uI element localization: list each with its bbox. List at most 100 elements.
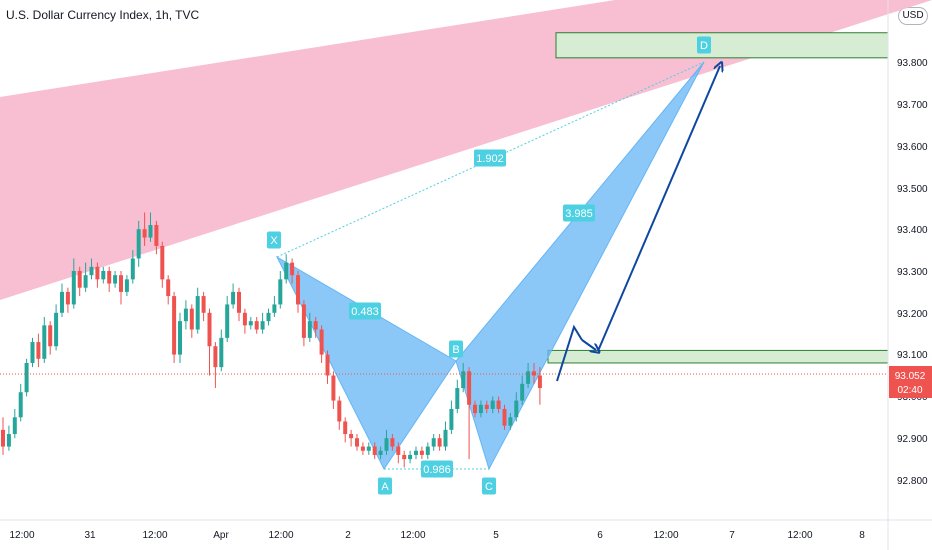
point-label-x-bg (267, 231, 281, 249)
candle-body (12, 417, 17, 435)
candle (496, 396, 501, 414)
candle-body (360, 446, 365, 451)
candle (201, 291, 206, 322)
candle-body (189, 308, 194, 330)
candle-body (425, 446, 430, 455)
candle-body (95, 266, 100, 280)
candle (148, 212, 153, 242)
candle (449, 400, 454, 435)
candle (526, 362, 531, 389)
candle-body (278, 279, 283, 305)
time-tick-label: 6 (597, 530, 603, 541)
candle-body (473, 404, 477, 414)
candle (189, 304, 194, 338)
candle-body (349, 434, 354, 439)
candle (89, 258, 94, 280)
upper-zone (555, 32, 889, 59)
candle-body (30, 342, 35, 363)
candle-body (290, 262, 295, 276)
candle (207, 308, 212, 376)
candle (65, 287, 70, 313)
candle-body (183, 308, 188, 322)
candle-body (71, 271, 76, 305)
candle-body (467, 371, 472, 405)
candle-body (319, 329, 324, 355)
candle (83, 262, 88, 292)
candle (54, 304, 59, 351)
candle-body (242, 312, 247, 326)
candle (290, 258, 295, 284)
time-tick-label: 12:00 (787, 530, 812, 541)
candle (325, 350, 330, 384)
candle-body (160, 245, 165, 280)
candle-body (431, 438, 436, 447)
ratio-label-bg (563, 204, 595, 222)
currency-badge[interactable]: USD (898, 7, 928, 25)
candle-body (307, 321, 312, 338)
candle (313, 316, 318, 338)
ratio-label-text: 1.902 (476, 153, 504, 165)
candle-body (89, 266, 94, 276)
candle (242, 308, 247, 334)
candle (178, 312, 182, 363)
candle (296, 271, 300, 313)
candle (160, 241, 165, 288)
candle (101, 266, 106, 284)
candle (12, 408, 17, 439)
candle (124, 275, 129, 297)
candle (537, 367, 542, 405)
projection-arrow-head-2 (597, 66, 720, 352)
candle-body (237, 291, 241, 313)
candle (502, 404, 507, 430)
candle (219, 329, 224, 372)
candle (107, 266, 112, 292)
candle-body (331, 375, 336, 401)
candle-body (248, 321, 253, 326)
candle-body (272, 304, 277, 313)
candle (272, 296, 277, 317)
point-label-b: B (449, 340, 463, 358)
candle-body (532, 371, 536, 376)
candle (408, 450, 413, 464)
candle (455, 379, 460, 414)
price-tick-label: 92.900 (897, 434, 928, 445)
candle-body (514, 400, 519, 418)
candle-body (366, 446, 371, 451)
candle (307, 312, 312, 343)
candle (514, 392, 519, 422)
point-label-b-text: B (452, 344, 459, 356)
candle (36, 333, 41, 368)
candle-body (231, 291, 236, 305)
candle-body (325, 354, 330, 376)
projection-arrow-head-1 (581, 339, 596, 350)
candle-body (396, 446, 401, 455)
candle (319, 325, 324, 363)
candle-body (390, 438, 395, 447)
candle (378, 446, 383, 460)
candle (136, 220, 141, 267)
time-tick-label: 12:00 (9, 530, 34, 541)
candle (237, 287, 241, 322)
candle-body (54, 312, 59, 347)
candle (331, 371, 336, 409)
candle-body (343, 421, 348, 435)
candle-body (402, 454, 407, 460)
point-label-b-bg (449, 340, 463, 358)
candle-body (113, 275, 118, 284)
candle-body (478, 404, 483, 414)
candle-body (284, 262, 289, 280)
ratio-label-bg (349, 302, 381, 320)
candle-body (455, 388, 460, 409)
price-tick-label: 93.800 (897, 58, 928, 69)
last-price-badge: 93.052 02:40 (889, 366, 932, 398)
candle-body (384, 438, 389, 451)
candle (183, 300, 188, 330)
ratio-label: 1.902 (474, 149, 506, 167)
candle (484, 400, 489, 414)
candle (142, 212, 147, 246)
ratio-label-text: 3.985 (565, 208, 593, 220)
candle (372, 442, 377, 460)
candle (520, 375, 525, 405)
price-tick-label: 92.800 (897, 476, 928, 487)
